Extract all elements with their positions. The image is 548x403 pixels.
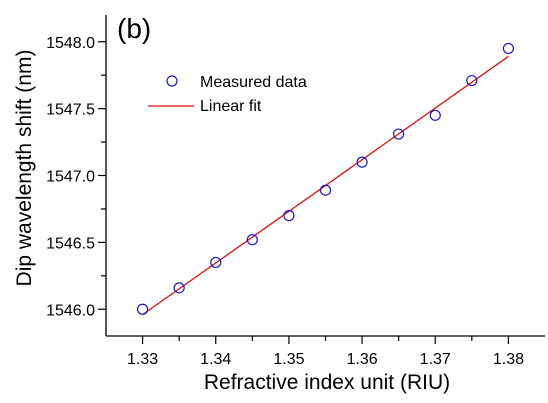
x-tick-label: 1.38	[493, 351, 524, 368]
data-point	[356, 156, 368, 168]
data-point	[246, 234, 258, 246]
x-tick-label: 1.37	[420, 351, 451, 368]
panel-label: (b)	[117, 13, 151, 44]
data-point	[319, 184, 332, 196]
data-point	[466, 74, 478, 87]
legend: Measured data Linear fit	[148, 74, 307, 115]
data-point	[136, 303, 149, 315]
y-axis-title: Dip wavelength shift (nm)	[13, 50, 36, 287]
data-point	[283, 210, 295, 222]
axes	[105, 15, 545, 337]
data-point	[210, 256, 222, 269]
data-point	[502, 42, 515, 55]
y-tick-label: 1547.0	[46, 169, 95, 186]
x-tick-label: 1.33	[127, 351, 158, 368]
y-tick-label: 1548.0	[46, 35, 95, 52]
x-tick-label: 1.36	[347, 351, 378, 368]
x-axis-title: Refractive index unit (RIU)	[204, 371, 450, 394]
data-point	[173, 282, 185, 294]
y-tick-label: 1546.5	[46, 235, 95, 252]
data-point	[429, 109, 441, 121]
legend-label-measured: Measured data	[200, 74, 307, 91]
legend-marker-measured	[166, 75, 178, 87]
x-tick-label: 1.35	[273, 351, 304, 368]
y-tick-label: 1547.5	[46, 102, 95, 119]
y-ticks: 1546.0 1546.5 1547.0 1547.5 1548.0	[46, 35, 106, 319]
y-tick-label: 1546.0	[46, 302, 95, 319]
legend-label-fit: Linear fit	[200, 98, 262, 115]
data-point	[393, 128, 405, 140]
measured-data-series	[136, 42, 515, 315]
x-tick-label: 1.34	[200, 351, 231, 368]
x-ticks: 1.33 1.34 1.35 1.36 1.37 1.38	[127, 336, 524, 368]
